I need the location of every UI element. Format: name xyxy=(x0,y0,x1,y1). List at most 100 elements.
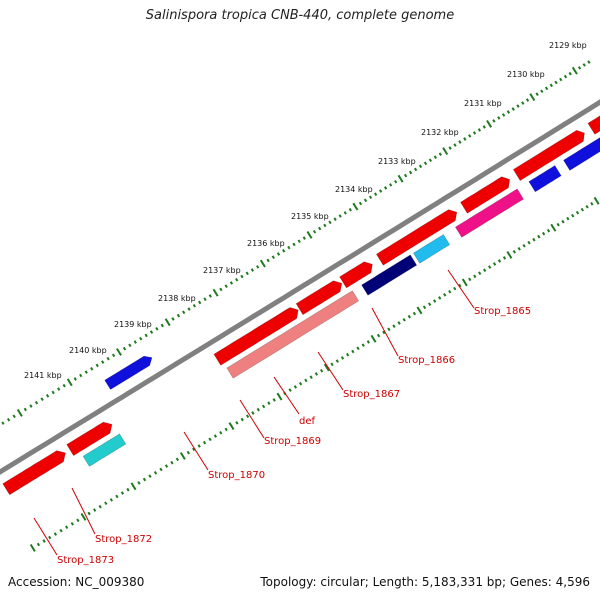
inner-scale-tick xyxy=(276,392,283,401)
forward-gene-arrow[interactable] xyxy=(460,176,511,214)
gene-label-strop_1865[interactable]: Strop_1865 xyxy=(474,306,531,317)
outer-scale-tick xyxy=(468,134,472,138)
inner-scale-tick xyxy=(42,539,46,543)
inner-scale-tick xyxy=(36,542,41,547)
inner-scale-tick xyxy=(366,340,370,344)
outer-scale-tick xyxy=(563,74,568,79)
outer-scale-tick xyxy=(423,161,428,166)
inner-scale-tick xyxy=(522,243,526,248)
inner-scale-tick xyxy=(433,299,437,303)
outer-scale-tick xyxy=(182,310,186,315)
inner-scale-tick xyxy=(422,305,427,310)
outer-scale-tick xyxy=(525,98,530,102)
gene-leader-line xyxy=(183,431,209,471)
outer-scale-tick xyxy=(192,303,197,308)
inner-scale-tick xyxy=(272,398,276,402)
forward-gene-arrow[interactable] xyxy=(375,209,458,266)
inner-scale-tick xyxy=(175,457,180,462)
forward-gene-arrow[interactable] xyxy=(213,307,299,366)
reverse-gene-arrow[interactable] xyxy=(82,433,127,467)
gene-label-strop_1872[interactable]: Strop_1872 xyxy=(95,534,152,545)
reverse-gene-arrow[interactable] xyxy=(412,234,451,264)
outer-scale-tick xyxy=(438,152,442,156)
inner-scale-tick xyxy=(245,414,250,419)
outer-scale-tick xyxy=(472,131,477,135)
outer-scale-tick xyxy=(486,119,493,128)
outer-scale-tick xyxy=(250,268,255,272)
inner-scale-tick xyxy=(346,352,350,357)
kbp-label: 2136 kbp xyxy=(247,239,285,248)
inner-scale-tick xyxy=(532,237,536,242)
inner-scale-tick xyxy=(115,494,119,499)
outer-scale-tick xyxy=(521,101,525,105)
inner-scale-tick xyxy=(502,256,507,260)
inner-scale-tick xyxy=(319,368,324,373)
gene-label-def[interactable]: def xyxy=(299,416,316,427)
kbp-label: 2129 kbp xyxy=(549,41,587,50)
inner-scale-tick xyxy=(412,311,417,316)
outer-scale-tick xyxy=(73,377,77,381)
inner-scale-tick xyxy=(251,411,255,415)
outer-scale-tick xyxy=(529,93,536,102)
kbp-label: 2139 kbp xyxy=(114,320,152,329)
gene-label-strop_1873[interactable]: Strop_1873 xyxy=(57,555,114,566)
inner-scale-tick xyxy=(356,346,360,351)
inner-scale-tick xyxy=(550,223,557,232)
gene-label-strop_1866[interactable]: Strop_1866 xyxy=(398,355,455,366)
outer-scale-tick xyxy=(212,288,219,297)
outer-scale-tick xyxy=(149,330,154,334)
inner-scale-tick xyxy=(137,481,141,485)
gene-label-strop_1867[interactable]: Strop_1867 xyxy=(343,389,400,400)
gene-leader-line xyxy=(273,376,300,415)
forward-gene-arrow[interactable] xyxy=(295,280,343,316)
inner-scale-tick xyxy=(304,378,308,383)
outer-scale-tick xyxy=(203,297,207,302)
outer-scale-tick xyxy=(587,60,591,64)
outer-scale-tick xyxy=(482,125,486,129)
forward-gene-arrow[interactable] xyxy=(66,421,113,457)
inner-scale-tick xyxy=(53,532,58,536)
kbp-label: 2141 kbp xyxy=(24,371,62,380)
kbp-label: 2130 kbp xyxy=(507,70,545,79)
outer-scale-tick xyxy=(418,164,423,169)
outer-scale-tick xyxy=(511,107,515,111)
inner-scale-tick xyxy=(340,356,345,360)
inner-scale-tick xyxy=(93,508,97,512)
gene-label-strop_1870[interactable]: Strop_1870 xyxy=(208,470,265,481)
inner-scale-tick xyxy=(153,470,158,475)
gene-leader-line xyxy=(317,351,344,391)
outer-scale-tick xyxy=(540,89,544,94)
outer-scale-tick xyxy=(34,400,39,405)
outer-scale-tick xyxy=(383,186,388,190)
reverse-gene-arrow[interactable] xyxy=(361,254,418,296)
outer-scale-tick xyxy=(198,300,202,305)
outer-scale-tick xyxy=(144,333,148,338)
inner-scale-tick xyxy=(416,306,423,315)
gene-label-strop_1869[interactable]: Strop_1869 xyxy=(264,436,321,447)
inner-scale-tick xyxy=(580,207,584,212)
inner-scale-tick xyxy=(488,265,492,269)
reverse-gene-arrow[interactable] xyxy=(226,290,360,379)
outer-scale-tick xyxy=(122,346,127,351)
forward-gene-arrow[interactable] xyxy=(2,450,66,496)
outer-scale-tick xyxy=(245,271,249,276)
inner-scale-tick xyxy=(453,286,457,291)
forward-gene-arrow[interactable] xyxy=(339,261,373,289)
outer-gene-arrow[interactable] xyxy=(104,355,153,390)
kbp-label: 2131 kbp xyxy=(464,99,502,108)
inner-scale-tick xyxy=(76,518,80,523)
outer-scale-tick xyxy=(318,226,322,231)
inner-scale-tick xyxy=(473,274,477,279)
reverse-gene-arrow[interactable] xyxy=(563,129,600,171)
outer-scale-tick xyxy=(535,92,539,97)
forward-gene-arrow[interactable] xyxy=(587,99,600,135)
reverse-gene-arrow[interactable] xyxy=(528,165,562,193)
outer-scale-tick xyxy=(79,373,83,378)
inner-scale-tick xyxy=(298,381,303,386)
outer-scale-tick xyxy=(95,363,99,368)
inner-scale-tick xyxy=(458,283,462,288)
inner-scale-tick xyxy=(546,228,551,233)
reverse-gene-arrow[interactable] xyxy=(454,188,524,238)
forward-gene-arrow[interactable] xyxy=(512,129,585,182)
